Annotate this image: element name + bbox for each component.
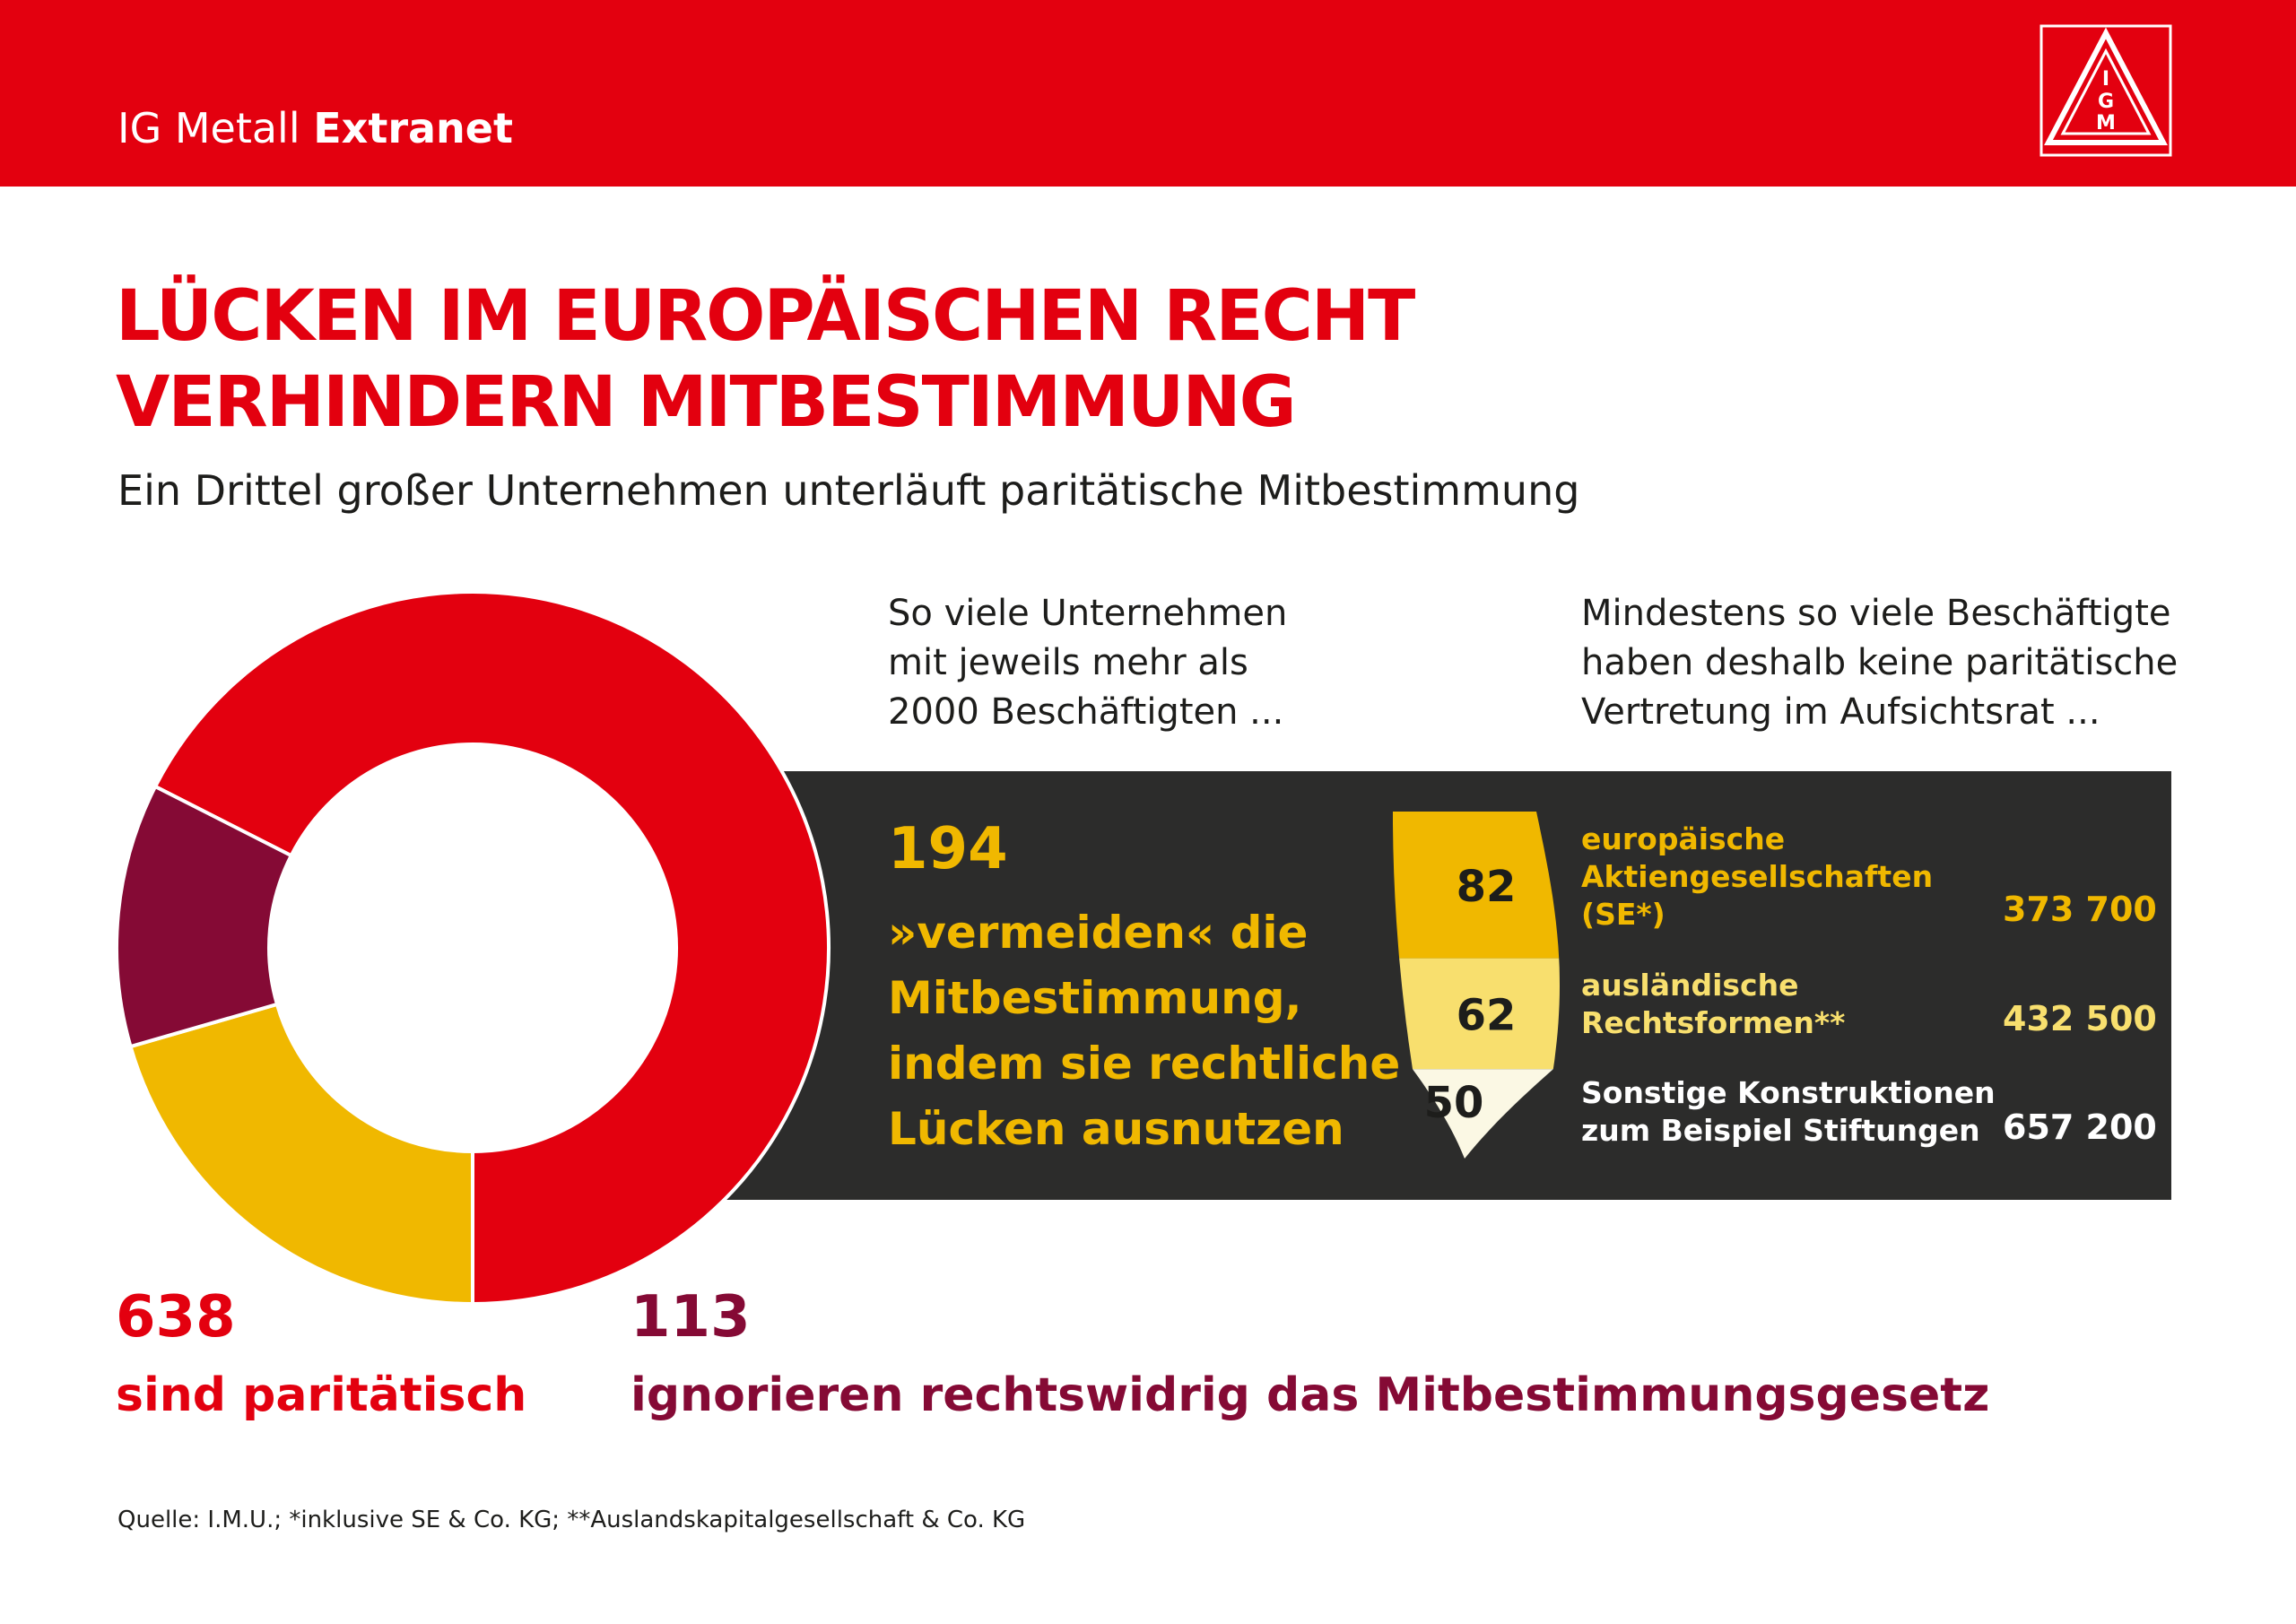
legend-value-foreign: 432 500 xyxy=(2003,999,2157,1038)
ladder-segment-se xyxy=(1393,812,1560,959)
page-title: LÜCKEN IM EUROPÄISCHEN RECHT VERHINDERN … xyxy=(116,274,1415,446)
ladder-count-foreign: 62 xyxy=(1457,990,1517,1040)
brand-bold: Extranet xyxy=(313,104,513,152)
avoid-line-4: Lücken ausnutzen xyxy=(888,1103,1344,1155)
ladder-segment-other xyxy=(1413,1069,1553,1159)
legend-se-line-3: (SE*) xyxy=(1581,897,1665,932)
avoid-line-3: indem sie rechtliche xyxy=(888,1038,1401,1090)
donut-slice-ignore xyxy=(115,784,294,1049)
ignore-count: 113 xyxy=(631,1284,751,1350)
employees-intro-line-1: Mindestens so viele Beschäftigte xyxy=(1581,593,2171,634)
legend-label-other: Sonstige Konstruktionen zum Beispiel Sti… xyxy=(1581,1074,1996,1150)
ladder-count-other: 50 xyxy=(1424,1078,1484,1128)
legend-other-line-1: Sonstige Konstruktionen xyxy=(1581,1075,1996,1110)
ladder-count-se: 82 xyxy=(1457,862,1517,912)
legend-se-line-2: Aktiengesellschaften xyxy=(1581,859,1934,894)
legend-label-foreign: ausländische Rechtsformen** xyxy=(1581,967,1845,1042)
donut-slice-avoid xyxy=(128,1002,474,1307)
employees-intro-line-3: Vertretung im Aufsichtsrat ... xyxy=(1581,691,2100,733)
legend-foreign-line-2: Rechtsformen** xyxy=(1581,1005,1846,1040)
ladder-segment-foreign xyxy=(1399,958,1560,1070)
parity-label: sind paritätisch xyxy=(116,1368,527,1422)
companies-intro-line-3: 2000 Beschäftigten ... xyxy=(888,691,1284,733)
logo-letter-m: M xyxy=(2096,112,2116,135)
employees-intro: Mindestens so viele Beschäftigte haben d… xyxy=(1581,589,2178,737)
header-bar xyxy=(0,0,2296,187)
parity-count: 638 xyxy=(116,1284,236,1350)
companies-intro-line-1: So viele Unternehmen xyxy=(888,593,1288,634)
avoid-line-1: »vermeiden« die xyxy=(888,907,1309,959)
source-footnote: Quelle: I.M.U.; *inklusive SE & Co. KG; … xyxy=(117,1507,1026,1533)
companies-intro-line-2: mit jeweils mehr als xyxy=(888,642,1248,683)
logo-letter-g: G xyxy=(2098,91,2114,113)
legend-foreign-line-1: ausländische xyxy=(1581,968,1799,1003)
legend-value-other: 657 200 xyxy=(2003,1107,2157,1147)
title-line-1: LÜCKEN IM EUROPÄISCHEN RECHT xyxy=(116,276,1415,357)
legend-other-line-2: zum Beispiel Stiftungen xyxy=(1581,1113,1980,1148)
brand-regular: IG Metall xyxy=(117,104,300,152)
companies-intro: So viele Unternehmen mit jeweils mehr al… xyxy=(888,589,1287,737)
legend-se-line-1: europäische xyxy=(1581,821,1786,856)
page-subtitle: Ein Drittel großer Unternehmen unterläuf… xyxy=(117,466,1580,515)
logo-letter-i: I xyxy=(2102,68,2109,91)
avoid-line-2: Mitbestimmung, xyxy=(888,972,1302,1024)
title-line-2: VERHINDERN MITBESTIMMUNG xyxy=(116,362,1297,443)
employees-intro-line-2: haben deshalb keine paritätische xyxy=(1581,642,2179,683)
donut-slice-parity xyxy=(152,590,831,1307)
avoid-description: »vermeiden« die Mitbestimmung, indem sie… xyxy=(888,900,1400,1162)
ig-metall-logo[interactable]: I G M xyxy=(2039,24,2172,157)
legend-label-se: europäische Aktiengesellschaften (SE*) xyxy=(1581,821,1933,934)
brand-name[interactable]: IG Metall Extranet xyxy=(117,104,513,152)
ignore-label: ignorieren rechtswidrig das Mitbestimmun… xyxy=(631,1368,1990,1422)
legend-value-se: 373 700 xyxy=(2003,890,2157,929)
avoid-count: 194 xyxy=(888,816,1008,882)
